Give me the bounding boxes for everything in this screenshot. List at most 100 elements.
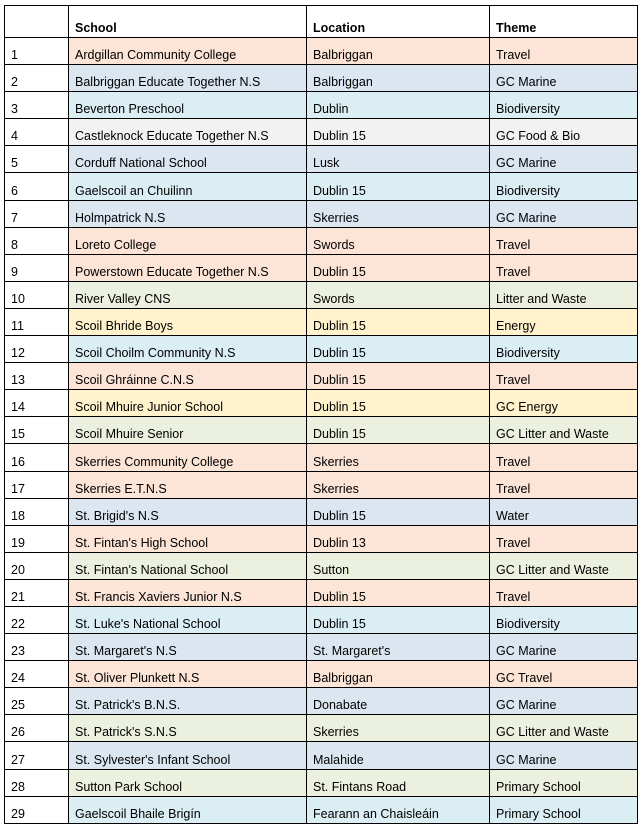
row-number: 3: [4, 91, 69, 120]
row-number: 9: [4, 253, 69, 282]
table-row: 21 St. Francis Xaviers Junior N.S Dublin 1…: [4, 578, 638, 607]
table-row: 4 Castleknock Educate Together N.S Dublin …: [4, 118, 638, 147]
table-cell: Skerries: [306, 714, 490, 743]
table-cell: Dublin 15: [306, 253, 490, 282]
row-number: 24: [4, 660, 69, 689]
table-cell: Balbriggan: [306, 36, 490, 66]
row-number: 17: [4, 470, 69, 499]
row-number: 8: [4, 226, 69, 255]
row-number: 2: [4, 64, 69, 93]
row-number: 12: [4, 335, 69, 364]
table-cell: Dublin 15: [306, 362, 490, 391]
table-row: 13 Scoil Ghráinne C.N.S Dublin 15 Travel: [4, 362, 638, 391]
table-cell: Gaelscoil an Chuilinn: [68, 172, 307, 201]
row-number: 13: [4, 362, 69, 391]
table-cell: Swords: [306, 226, 490, 255]
table-cell: St. Luke's National School: [68, 605, 307, 635]
table-cell: Biodiversity: [489, 335, 638, 364]
table-cell: GC Marine: [489, 633, 638, 662]
table-row: 20 St. Fintan's National School Sutton GC L…: [4, 551, 638, 580]
table-cell: St. Fintan's High School: [68, 524, 307, 553]
table-cell: Litter and Waste: [489, 280, 638, 309]
table-cell: GC Marine: [489, 145, 638, 174]
table-cell: GC Food & Bio: [489, 118, 638, 147]
table-cell: St. Patrick's B.N.S.: [68, 687, 307, 716]
table-row: 8 Loreto College Swords Travel: [4, 226, 638, 255]
row-number: 19: [4, 524, 69, 553]
table-row: 3 Beverton Preschool Dublin Biodiversity: [4, 91, 638, 120]
table-cell: St. Fintan's National School: [68, 551, 307, 580]
table-cell: GC Energy: [489, 389, 638, 418]
table-cell: Balbriggan: [306, 660, 490, 689]
row-number: 26: [4, 714, 69, 743]
table-cell: Sutton Park School: [68, 768, 307, 797]
row-number: 5: [4, 145, 69, 174]
table-cell: Travel: [489, 578, 638, 607]
row-number: 21: [4, 578, 69, 607]
table-cell: Scoil Choilm Community N.S: [68, 335, 307, 364]
table-cell: Dublin 15: [306, 497, 490, 526]
table-cell: Dublin 15: [306, 307, 490, 337]
table-cell: Fearann an Chaisleáin: [306, 795, 490, 824]
table-cell: Dublin 13: [306, 524, 490, 553]
row-number: 28: [4, 768, 69, 797]
table-cell: GC Marine: [489, 741, 638, 770]
header-cell: Location: [306, 5, 490, 38]
table-cell: Dublin 15: [306, 605, 490, 635]
row-number: 27: [4, 741, 69, 770]
table-cell: Sutton: [306, 551, 490, 580]
header-row: School Location Theme: [4, 5, 638, 38]
table-cell: GC Travel: [489, 660, 638, 689]
table-row: 28 Sutton Park School St. Fintans Road Prim…: [4, 768, 638, 797]
table-cell: GC Marine: [489, 199, 638, 228]
table-cell: Dublin 15: [306, 389, 490, 418]
table-cell: St. Margaret's: [306, 633, 490, 662]
table-cell: Biodiversity: [489, 172, 638, 201]
table-cell: Dublin: [306, 91, 490, 120]
table-cell: Malahide: [306, 741, 490, 770]
row-number: 1: [4, 36, 69, 66]
table-row: 6 Gaelscoil an Chuilinn Dublin 15 Biodivers…: [4, 172, 638, 201]
table-cell: GC Litter and Waste: [489, 416, 638, 445]
table-row: 12 Scoil Choilm Community N.S Dublin 15 Bio…: [4, 335, 638, 364]
header-cell: Theme: [489, 5, 638, 38]
table-cell: Castleknock Educate Together N.S: [68, 118, 307, 147]
table-row: 27 St. Sylvester's Infant School Malahide G…: [4, 741, 638, 770]
table-cell: St. Francis Xaviers Junior N.S: [68, 578, 307, 607]
table-cell: Scoil Mhuire Senior: [68, 416, 307, 445]
table-cell: Scoil Mhuire Junior School: [68, 389, 307, 418]
table-cell: Travel: [489, 524, 638, 553]
table-cell: Gaelscoil Bhaile Brigín: [68, 795, 307, 824]
table-row: 19 St. Fintan's High School Dublin 13 Trave…: [4, 524, 638, 553]
row-number: 14: [4, 389, 69, 418]
row-number: 6: [4, 172, 69, 201]
table-cell: Powerstown Educate Together N.S: [68, 253, 307, 282]
table-row: 25 St. Patrick's B.N.S. Donabate GC Marine: [4, 687, 638, 716]
schools-table: School Location Theme 1 Ardgillan Communi…: [4, 5, 638, 824]
table-cell: Biodiversity: [489, 91, 638, 120]
row-number: 15: [4, 416, 69, 445]
table-row: 7 Holmpatrick N.S Skerries GC Marine: [4, 199, 638, 228]
table-row: 24 St. Oliver Plunkett N.S Balbriggan GC Tr…: [4, 660, 638, 689]
row-number: 4: [4, 118, 69, 147]
table-cell: Skerries: [306, 443, 490, 472]
table-cell: GC Marine: [489, 64, 638, 93]
table-cell: Travel: [489, 253, 638, 282]
table-cell: Skerries Community College: [68, 443, 307, 472]
table-cell: Ardgillan Community College: [68, 36, 307, 66]
table-row: 10 River Valley CNS Swords Litter and Waste: [4, 280, 638, 309]
row-number: 25: [4, 687, 69, 716]
table-body: 1 Ardgillan Community College Balbriggan Tr…: [4, 36, 638, 824]
row-number: 18: [4, 497, 69, 526]
table-header: School Location Theme: [4, 5, 638, 38]
table-cell: Dublin 15: [306, 172, 490, 201]
table-cell: Skerries: [306, 470, 490, 499]
row-number: 7: [4, 199, 69, 228]
table-cell: Dublin 15: [306, 335, 490, 364]
table-cell: Scoil Ghráinne C.N.S: [68, 362, 307, 391]
table-cell: Energy: [489, 307, 638, 337]
table-cell: St. Margaret's N.S: [68, 633, 307, 662]
table-cell: GC Litter and Waste: [489, 551, 638, 580]
header-cell: School: [68, 5, 307, 38]
